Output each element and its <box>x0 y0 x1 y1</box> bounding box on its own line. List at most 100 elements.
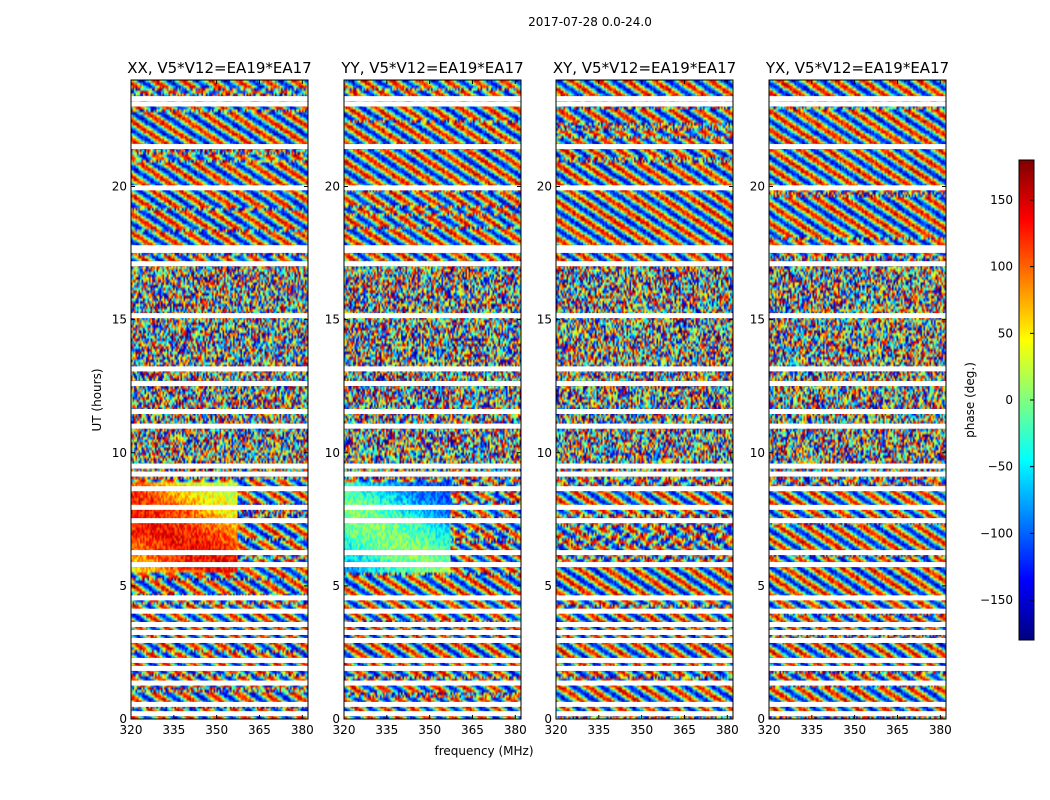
y-tick-label: 15 <box>325 313 340 327</box>
flagged-row <box>769 185 946 191</box>
flagged-row <box>769 680 946 686</box>
flagged-row <box>556 247 733 253</box>
flagged-row <box>344 621 521 627</box>
flagged-row <box>556 608 733 614</box>
flagged-row <box>556 463 733 469</box>
x-tick-label: 365 <box>248 723 271 737</box>
colorbar: −150 −100 −50 0 50 100 150 <box>980 159 1035 641</box>
panels: XX, V5*V12=EA19*EA17 320 335 350 365 380 0 5 10 1… <box>112 59 952 737</box>
flagged-row <box>131 701 308 707</box>
flagged-row <box>131 562 308 568</box>
flagged-row <box>344 463 521 469</box>
flagged-row <box>769 313 946 319</box>
flagged-row <box>131 637 308 643</box>
flagged-row <box>344 657 521 663</box>
flagged-row <box>344 144 521 150</box>
panel-xy: XY, V5*V12=EA19*EA17 320 335 350 365 380 0 5 10 1… <box>537 59 739 737</box>
colorbar-label: phase (deg.) <box>963 362 977 438</box>
panel-yx: YX, V5*V12=EA19*EA17 320 335 350 365 380 0 5 10 1… <box>750 59 952 737</box>
colorbar-tick-label: 150 <box>990 193 1013 207</box>
flagged-row <box>769 595 946 601</box>
colorbar-tick-label: −150 <box>980 593 1013 607</box>
flagged-row <box>769 408 946 414</box>
flagged-row <box>344 245 521 251</box>
flagged-row <box>131 313 308 319</box>
flagged-row <box>556 504 733 510</box>
colorbar-tick-label: 0 <box>1005 393 1013 407</box>
y-tick-label: 15 <box>750 313 765 327</box>
flagged-row <box>344 381 521 387</box>
x-tick-label: 320 <box>120 723 143 737</box>
x-tick-label: 380 <box>929 723 952 737</box>
axes-frame <box>555 79 734 720</box>
flagged-row <box>131 247 308 253</box>
flagged-row <box>131 471 308 477</box>
flagged-row <box>131 486 308 492</box>
flagged-row <box>556 550 733 556</box>
flagged-row <box>344 261 521 267</box>
flagged-row <box>769 657 946 663</box>
flagged-row <box>131 408 308 414</box>
axes-frame <box>130 79 309 720</box>
flagged-row <box>556 185 733 191</box>
flagged-row <box>131 711 308 717</box>
flagged-row <box>344 665 521 671</box>
flagged-row <box>131 185 308 191</box>
flagged-row <box>344 629 521 635</box>
flagged-row <box>344 313 521 319</box>
flagged-row <box>131 96 308 102</box>
y-tick-label: 0 <box>757 712 765 726</box>
y-tick-label: 20 <box>112 180 127 194</box>
flagged-row <box>769 463 946 469</box>
flagged-row <box>344 504 521 510</box>
x-tick-label: 350 <box>843 723 866 737</box>
flagged-row <box>769 486 946 492</box>
flagged-row <box>556 245 733 251</box>
flagged-row <box>769 550 946 556</box>
x-tick-label: 350 <box>205 723 228 737</box>
flagged-row <box>769 608 946 614</box>
flagged-row <box>769 96 946 102</box>
flagged-row <box>769 621 946 627</box>
flagged-row <box>131 504 308 510</box>
figure-title: 2017-07-28 0.0-24.0 <box>528 15 652 29</box>
axes-frame <box>768 79 947 720</box>
y-tick-label: 5 <box>332 579 340 593</box>
flagged-row <box>769 381 946 387</box>
panel-title: XX, V5*V12=EA19*EA17 <box>127 59 311 77</box>
flagged-row <box>769 245 946 251</box>
flagged-row <box>344 101 521 107</box>
x-axis-label: frequency (MHz) <box>434 744 533 758</box>
y-tick-label: 0 <box>119 712 127 726</box>
flagged-row <box>344 471 521 477</box>
x-tick-label: 365 <box>886 723 909 737</box>
flagged-row <box>769 261 946 267</box>
x-tick-label: 365 <box>461 723 484 737</box>
flagged-row <box>556 144 733 150</box>
flagged-row <box>131 680 308 686</box>
panel-title: YX, V5*V12=EA19*EA17 <box>765 59 949 77</box>
flagged-row <box>344 637 521 643</box>
y-tick-label: 5 <box>544 579 552 593</box>
flagged-row <box>131 595 308 601</box>
x-tick-label: 335 <box>800 723 823 737</box>
flagged-row <box>769 711 946 717</box>
flagged-row <box>556 711 733 717</box>
x-tick-label: 350 <box>630 723 653 737</box>
x-tick-label: 380 <box>291 723 314 737</box>
flagged-row <box>344 96 521 102</box>
x-tick-label: 320 <box>545 723 568 737</box>
colorbar-tick-label: 100 <box>990 260 1013 274</box>
flagged-row <box>344 408 521 414</box>
flagged-row <box>131 621 308 627</box>
flagged-row <box>769 629 946 635</box>
y-tick-label: 10 <box>325 446 340 460</box>
y-tick-label: 15 <box>112 313 127 327</box>
flagged-row <box>769 637 946 643</box>
colorbar-tick-label: −50 <box>988 460 1013 474</box>
flagged-row <box>556 637 733 643</box>
flagged-row <box>131 101 308 107</box>
flagged-row <box>344 680 521 686</box>
flagged-row <box>131 366 308 372</box>
flagged-row <box>131 245 308 251</box>
